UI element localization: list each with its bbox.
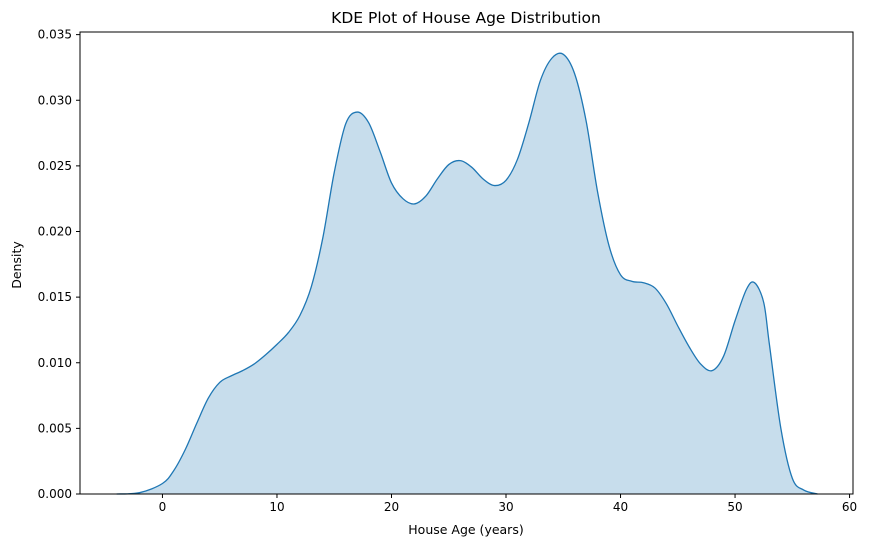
- axes-frame: [79, 31, 854, 495]
- density-line: [116, 52, 818, 495]
- plot-area: [79, 31, 854, 495]
- y-tick-label: 0.035: [38, 28, 72, 42]
- y-tick-label: 0.015: [38, 290, 72, 304]
- y-tick-label: 0.010: [38, 356, 72, 370]
- y-tick-label: 0.025: [38, 159, 72, 173]
- x-tick-label: 10: [269, 500, 284, 514]
- x-axis: 0 10 20 30 40 50 60: [159, 494, 857, 514]
- x-tick-label: 50: [727, 500, 742, 514]
- density-area: [116, 53, 818, 494]
- y-tick-label: 0.000: [38, 487, 72, 501]
- y-tick-label: 0.005: [38, 421, 72, 435]
- x-axis-label: House Age (years): [408, 522, 523, 537]
- y-tick-label: 0.020: [38, 225, 72, 239]
- x-tick-label: 30: [498, 500, 513, 514]
- chart-title: KDE Plot of House Age Distribution: [331, 9, 601, 27]
- x-tick-label: 0: [159, 500, 167, 514]
- y-tick-label: 0.030: [38, 93, 72, 107]
- x-tick-label: 40: [613, 500, 628, 514]
- y-axis-label: Density: [9, 241, 24, 289]
- y-axis: 0.000 0.005 0.010 0.015 0.020 0.025 0.030 0.035: [38, 28, 80, 501]
- x-tick-label: 60: [842, 500, 857, 514]
- x-tick-label: 20: [384, 500, 399, 514]
